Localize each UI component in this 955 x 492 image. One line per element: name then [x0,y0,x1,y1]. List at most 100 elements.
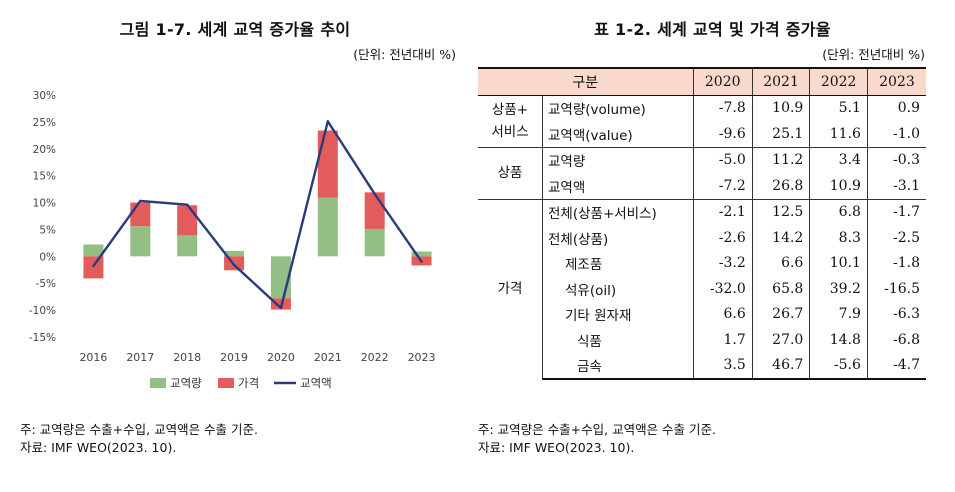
value-cell: 6.8 [809,198,868,225]
value-cell: -2.1 [693,198,753,225]
volume-bar [177,235,198,257]
y-tick-label: 0% [39,251,56,263]
value-cell: -1.8 [866,250,926,276]
value-cell: -7.8 [718,100,746,117]
value-cell: -1.0 [866,121,926,147]
row-label: 교역액(value) [542,121,694,147]
value-cell: -5.0 [693,146,753,173]
value-cell: 11.6 [809,121,868,147]
value-cell: 12.5 [751,198,810,225]
trade-value-line [92,120,423,310]
price-bar [130,202,151,227]
table-footnote: 주: 교역량은 수출+수입, 교역액은 수출 기준. 자료: IMF WEO(2… [478,421,716,457]
table-unit: (단위: 전년대비 %) [822,47,925,62]
price-bar [364,192,385,229]
value-cell: 46.7 [751,352,810,380]
trade-value-point [92,264,95,268]
row-label: 교역량 [542,146,694,173]
value-cell: -3.2 [718,255,746,272]
table-row: 기타 원자재 6.6 26.7 7.9 -6.3 [478,301,926,327]
table-row: 석유(oil) -32.0 65.8 39.2 -16.5 [478,276,926,302]
legend-volume-swatch [150,378,166,388]
figure-panel: 그림 1-7. 세계 교역 증가율 추이 (단위: 전년대비 %) 30% 25%… [0,0,470,492]
row-label: 전체(상품) [542,225,694,251]
value-cell: -1.7 [866,198,926,225]
trade-value-point [279,306,283,310]
value-cell: 27.0 [751,327,810,353]
header-year: 2023 [866,67,926,96]
y-tick-label: 25% [33,117,56,129]
y-tick-label: 5% [39,224,56,236]
value-cell: 3.4 [809,146,868,173]
trade-value-point [232,263,236,267]
row-label: 전체(상품+서비스) [542,198,694,225]
value-cell: -9.6 [718,125,746,142]
x-tick-label: 2021 [314,351,342,364]
value-cell: 26.8 [751,173,810,199]
table-row: 상품 교역량 -5.0 11.2 3.4 -0.3 [478,146,926,199]
table-title: 표 1-2. 세계 교역 및 가격 증가율 [594,20,831,39]
legend-price-label: 가격 [238,376,259,390]
value-cell: 25.1 [751,121,810,147]
value-cell: 6.6 [751,250,810,276]
value-cell: -6.3 [866,301,926,327]
value-cell: -3.1 [866,173,926,199]
volume-bar [411,251,432,257]
y-tick-label: -10% [29,305,56,317]
legend-price-swatch [218,378,234,388]
table-row: 교역액 -7.2 26.8 10.9 -3.1 [478,173,926,199]
table-source: 자료: IMF WEO(2023. 10). [478,440,635,455]
figure-source: 자료: IMF WEO(2023. 10). [20,440,177,455]
volume-bar [83,244,104,257]
y-tick-label: -5% [36,278,56,290]
y-tick-label: 20% [33,144,56,156]
legend-volume-label: 교역량 [170,376,202,390]
value-cell: 26.7 [751,301,810,327]
trade-price-table: 구분 2020 2021 2022 2023 상품+ 서비스 교역량(volume… [478,67,926,380]
volume-bar [224,250,245,257]
x-tick-label: 2016 [79,351,107,364]
figure-footnote: 주: 교역량은 수출+수입, 교역액은 수출 기준. 자료: IMF WEO(2… [20,421,258,457]
x-tick-label: 2019 [220,351,248,364]
value-cell: -32.0 [709,280,746,297]
header-year: 2022 [809,67,868,96]
table-row: 식품 1.7 27.0 14.8 -6.8 [478,327,926,353]
figure-title: 그림 1-7. 세계 교역 증가율 추이 [119,20,351,39]
volume-bar [364,228,385,257]
trade-value-point [139,199,142,203]
header-year: 2021 [751,67,810,96]
value-cell: 6.6 [723,306,746,323]
value-cell: -2.5 [866,225,926,251]
value-cell: 1.7 [723,331,746,348]
y-tick-label: 10% [33,198,56,210]
trade-value-point [326,120,330,123]
trade-value-point [373,192,376,196]
row-label: 금속 [542,352,694,380]
value-cell: 0.9 [866,95,926,121]
value-cell: 10.9 [809,173,868,199]
y-tick-label: -15% [29,332,56,344]
table-row: 금속 3.5 46.7 -5.6 -4.7 [478,352,926,380]
x-tick-label: 2020 [267,351,295,364]
row-label: 기타 원자재 [542,301,694,327]
table-panel: 표 1-2. 세계 교역 및 가격 증가율 (단위: 전년대비 %) 구분 20… [470,0,955,492]
figure-note: 주: 교역량은 수출+수입, 교역액은 수출 기준. [20,422,258,437]
price-bar [83,256,104,279]
value-cell: 10.9 [751,95,810,121]
trade-growth-chart: 30% 25% 20% 15% 10% 5% 0% -5% -10% -15% 2016 2017 20… [29,90,436,390]
header-category: 구분 [478,67,694,96]
value-cell: 39.2 [809,276,868,302]
row-label: 식품 [542,327,694,353]
row-label: 제조품 [542,250,694,276]
x-tick-label: 2017 [126,351,154,364]
value-cell: 65.8 [751,276,810,302]
value-cell: 8.3 [809,225,868,251]
value-cell: 3.5 [693,352,753,380]
value-cell: 14.2 [751,225,810,251]
trade-value-point [420,260,423,263]
table-row: 교역액(value) -9.6 25.1 11.6 -1.0 [478,121,926,147]
x-tick-label: 2023 [408,351,436,364]
trade-value-point [185,203,189,206]
y-tick-label: 15% [33,171,56,183]
row-label: 석유(oil) [542,276,694,302]
